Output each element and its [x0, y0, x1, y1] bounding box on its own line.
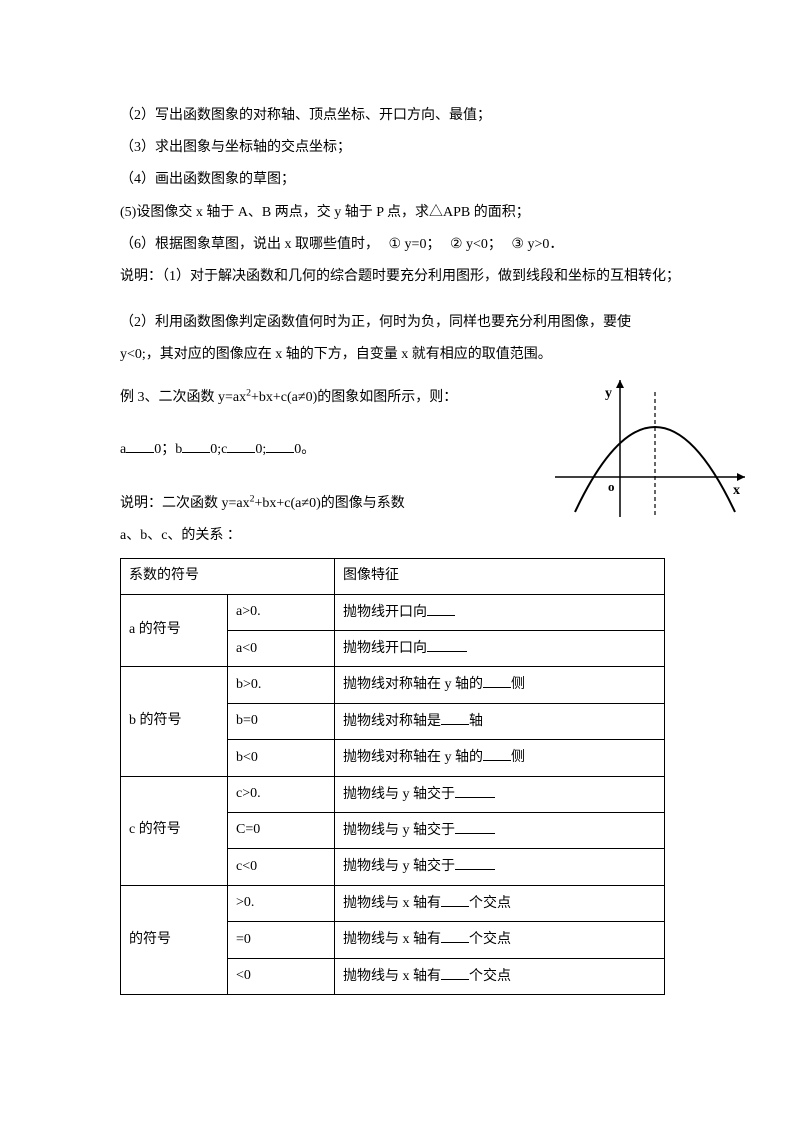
blank-t3a[interactable]: [455, 783, 495, 798]
blank-t4c[interactable]: [441, 965, 469, 980]
blank-t2c[interactable]: [483, 746, 511, 761]
table-row: 系数的符号 图像特征: [121, 559, 665, 594]
table-row: a 的符号 a>0. 抛物线开口向: [121, 594, 665, 630]
item-2: （2）写出函数图象的对称轴、顶点坐标、开口方向、最值；: [120, 100, 690, 132]
blank-d[interactable]: [266, 438, 294, 453]
origin-label: o: [608, 479, 615, 494]
item-6: （6）根据图象草图，说出 x 取哪些值时， ① y=0； ② y<0； ③ y>…: [120, 229, 690, 261]
y-axis-label: y: [605, 386, 612, 401]
blank-t4a[interactable]: [441, 892, 469, 907]
item-3: （3）求出图象与坐标轴的交点坐标；: [120, 132, 690, 164]
table-row: c 的符号 c>0. 抛物线与 y 轴交于: [121, 776, 665, 812]
blank-a[interactable]: [126, 438, 154, 453]
blank-t1a[interactable]: [427, 601, 455, 616]
blank-b[interactable]: [182, 438, 210, 453]
item-5: (5)设图像交 x 轴于 A、B 两点，交 y 轴于 P 点，求△APB 的面积…: [120, 197, 690, 229]
blank-t3c[interactable]: [455, 855, 495, 870]
blank-t3b[interactable]: [455, 819, 495, 834]
note-2a: （2）利用函数图像判定函数值何时为正，何时为负，同样也要充分利用图像，要使: [120, 307, 690, 339]
blank-t2a[interactable]: [483, 673, 511, 688]
blank-t2b[interactable]: [441, 710, 469, 725]
x-axis-label: x: [733, 483, 740, 498]
example-3-block: 例 3、二次函数 y=ax2+bx+c(a≠0)的图象如图所示，则： a0；b0…: [120, 382, 690, 466]
table-row: 的符号 >0. 抛物线与 x 轴有个交点: [121, 885, 665, 921]
parabola-graph: y x o: [550, 372, 750, 522]
note-2b: y<0;，其对应的图像应在 x 轴的下方，自变量 x 就有相应的取值范围。: [120, 339, 690, 371]
table-row: b 的符号 b>0. 抛物线对称轴在 y 轴的侧: [121, 667, 665, 703]
coef-table: 系数的符号 图像特征 a 的符号 a>0. 抛物线开口向 a<0 抛物线开口向 …: [120, 558, 665, 995]
note-3b: a、b、c、的关系 ：: [120, 520, 690, 552]
blank-t4b[interactable]: [441, 928, 469, 943]
example-3-text: 例 3、二次函数 y=ax2+bx+c(a≠0)的图象如图所示，则：: [120, 382, 457, 414]
blank-t1b[interactable]: [427, 637, 467, 652]
blank-c[interactable]: [227, 438, 255, 453]
item-4: （4）画出函数图象的草图；: [120, 164, 690, 196]
note-1: 说明：（1）对于解决函数和几何的综合题时要充分利用图形，做到线段和坐标的互相转化…: [120, 261, 690, 293]
